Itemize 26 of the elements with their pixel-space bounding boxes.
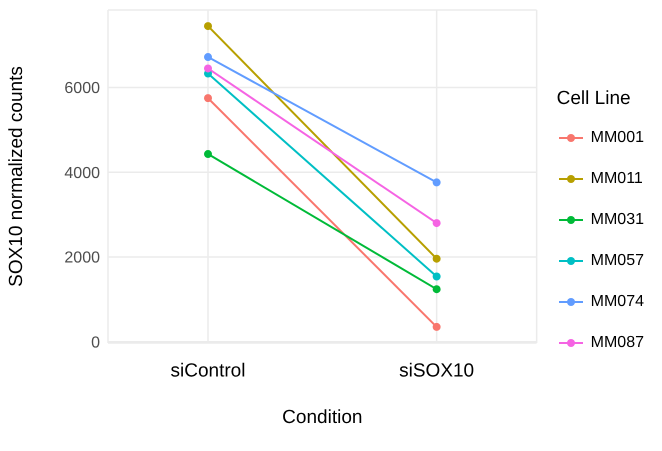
x-tick-label: siSOX10 xyxy=(399,360,474,382)
y-axis-title: SOX10 normalized counts xyxy=(6,66,27,287)
point xyxy=(204,94,212,102)
point xyxy=(432,285,441,294)
legend-label: MM057 xyxy=(590,251,644,271)
legend-label: MM087 xyxy=(590,333,644,353)
point xyxy=(432,254,441,263)
point xyxy=(204,22,212,30)
point xyxy=(204,53,212,62)
point xyxy=(432,322,441,331)
legend-label: MM011 xyxy=(590,169,644,189)
x-axis-title: Condition xyxy=(282,407,362,428)
legend-label: MM001 xyxy=(590,128,644,148)
legend-label: MM031 xyxy=(590,210,644,230)
point xyxy=(204,150,212,158)
y-tick-label: 2000 xyxy=(64,250,100,267)
y-tick-label: 4000 xyxy=(64,164,100,182)
y-tick-label: 6000 xyxy=(64,80,100,98)
y-tick-label: 0 xyxy=(91,334,100,352)
legend-title: Cell Line xyxy=(556,88,632,110)
legend-label: MM074 xyxy=(590,292,644,312)
point xyxy=(432,219,441,228)
x-tick-label: siControl xyxy=(170,360,246,382)
point xyxy=(432,272,441,280)
point xyxy=(204,64,212,72)
point xyxy=(432,178,441,186)
